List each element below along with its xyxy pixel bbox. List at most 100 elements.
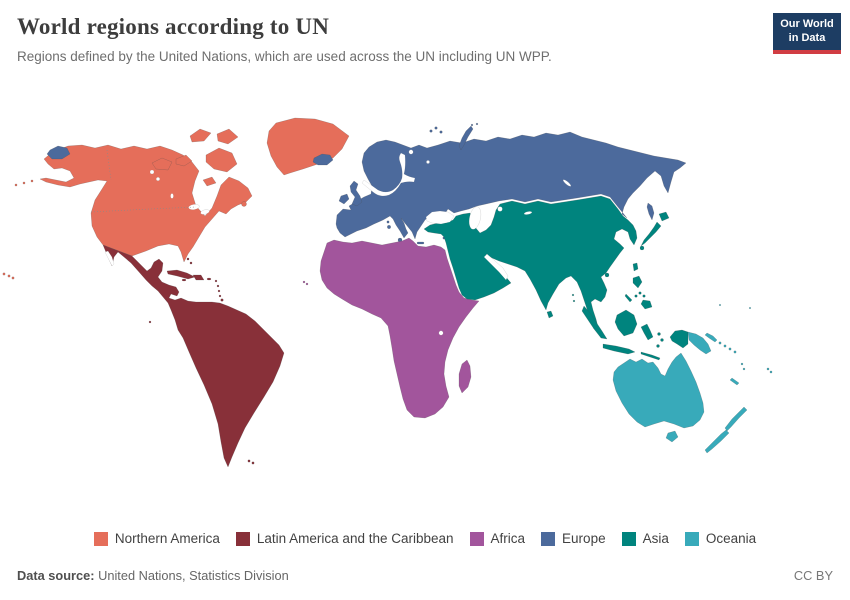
fiji [766, 367, 770, 371]
crete [416, 241, 425, 245]
moluccas [656, 344, 660, 348]
data-source-label: Data source: [17, 568, 95, 583]
legend-swatch [93, 531, 108, 546]
sumatra [581, 305, 608, 340]
java [602, 343, 636, 355]
hispaniola [192, 274, 205, 281]
data-source: Data source: United Nations, Statistics … [17, 568, 289, 583]
owid-logo[interactable]: Our World in Data [773, 13, 841, 54]
lake-winnipeg [170, 193, 174, 199]
madagascar [458, 359, 472, 394]
arctic-island [202, 176, 217, 187]
philippines-luzon [632, 275, 643, 289]
lake-balkhash [523, 211, 533, 215]
puerto-rico [206, 277, 212, 281]
lesser-antilles [217, 289, 221, 293]
hainan [604, 272, 610, 278]
africa-mainland [319, 237, 480, 419]
vanuatu [740, 362, 744, 366]
legend-swatch [235, 531, 250, 546]
iceland [312, 153, 334, 166]
water-overlays [104, 149, 572, 336]
svalbard [439, 130, 443, 134]
fiji [769, 370, 773, 374]
solomon-islands [723, 344, 727, 348]
baffin-island [205, 147, 238, 173]
chart-footer: Data source: United Nations, Statistics … [17, 568, 833, 583]
aleutian-island [22, 181, 26, 185]
great-slave-lake [155, 176, 160, 181]
legend-item-northern-america[interactable]: Northern America [93, 531, 220, 546]
philippines-visayas [642, 294, 646, 298]
legend-label: Asia [642, 531, 669, 546]
gulf-of-california [104, 250, 115, 267]
lake-ladoga [426, 160, 430, 164]
borneo [614, 309, 638, 337]
hawaii [2, 272, 6, 276]
europe-russia-mainland [335, 131, 687, 240]
legend-item-africa[interactable]: Africa [469, 531, 525, 546]
hawaii [7, 274, 11, 278]
corsica [386, 220, 390, 224]
hawaii [11, 276, 15, 280]
sardinia [387, 225, 391, 229]
falkland-islands [247, 459, 251, 463]
arctic-island [151, 157, 173, 171]
region-africa[interactable] [302, 237, 480, 419]
logo-line2: in Data [788, 31, 826, 44]
japan-kyushu [639, 245, 645, 251]
new-zealand-south [704, 429, 730, 454]
caspian-sea [468, 206, 482, 230]
sakhalin [646, 202, 655, 221]
cape-verde [305, 282, 309, 286]
region-latin-america[interactable] [102, 244, 285, 468]
moluccas [660, 338, 664, 342]
legend-label: Latin America and the Caribbean [256, 531, 454, 546]
new-britain [704, 332, 718, 343]
japan-hokkaido [658, 211, 670, 222]
latin-america-mainland [102, 244, 285, 468]
solomon-islands [733, 350, 737, 354]
arctic-island [216, 128, 239, 145]
license-link[interactable]: CC BY [793, 568, 833, 583]
solomon-islands [728, 347, 732, 351]
franz-josef-land [470, 123, 474, 127]
aleutian-island [14, 183, 18, 187]
alaska-canada-border [106, 149, 112, 181]
andaman-islands [572, 299, 576, 303]
legend-swatch [621, 531, 636, 546]
white-sea [408, 149, 414, 155]
asia-mainland [423, 195, 638, 330]
logo-line1: Our World [780, 18, 834, 30]
baltic-sea [361, 152, 416, 197]
legend-item-latin-america[interactable]: Latin America and the Caribbean [235, 531, 454, 546]
cuba [166, 269, 196, 280]
aleutian-island [30, 179, 34, 183]
australia [612, 352, 705, 429]
chukotka-fragment [46, 145, 71, 160]
lesser-antilles [214, 279, 218, 283]
great-lakes [188, 204, 200, 210]
legend-item-europe[interactable]: Europe [541, 531, 606, 546]
lake-victoria [438, 330, 444, 336]
ireland [338, 193, 350, 205]
philippines-palawan [624, 293, 633, 303]
lake-baikal [562, 179, 572, 187]
bahamas [189, 261, 193, 265]
newfoundland [241, 201, 247, 207]
aral-sea [497, 206, 503, 212]
svalbard [434, 126, 438, 130]
legend-item-oceania[interactable]: Oceania [684, 531, 757, 546]
legend-item-asia[interactable]: Asia [621, 531, 669, 546]
taiwan [632, 262, 639, 272]
andaman-islands [571, 293, 575, 297]
map-legend: Northern America Latin America and the C… [0, 531, 850, 546]
new-caledonia [729, 377, 740, 386]
region-northern-america[interactable] [2, 117, 350, 280]
region-asia[interactable] [423, 195, 689, 361]
region-oceania[interactable] [612, 303, 773, 454]
world-map [0, 100, 850, 530]
great-bear-lake [149, 169, 155, 175]
legend-label: Oceania [705, 531, 757, 546]
region-europe[interactable] [46, 122, 687, 245]
